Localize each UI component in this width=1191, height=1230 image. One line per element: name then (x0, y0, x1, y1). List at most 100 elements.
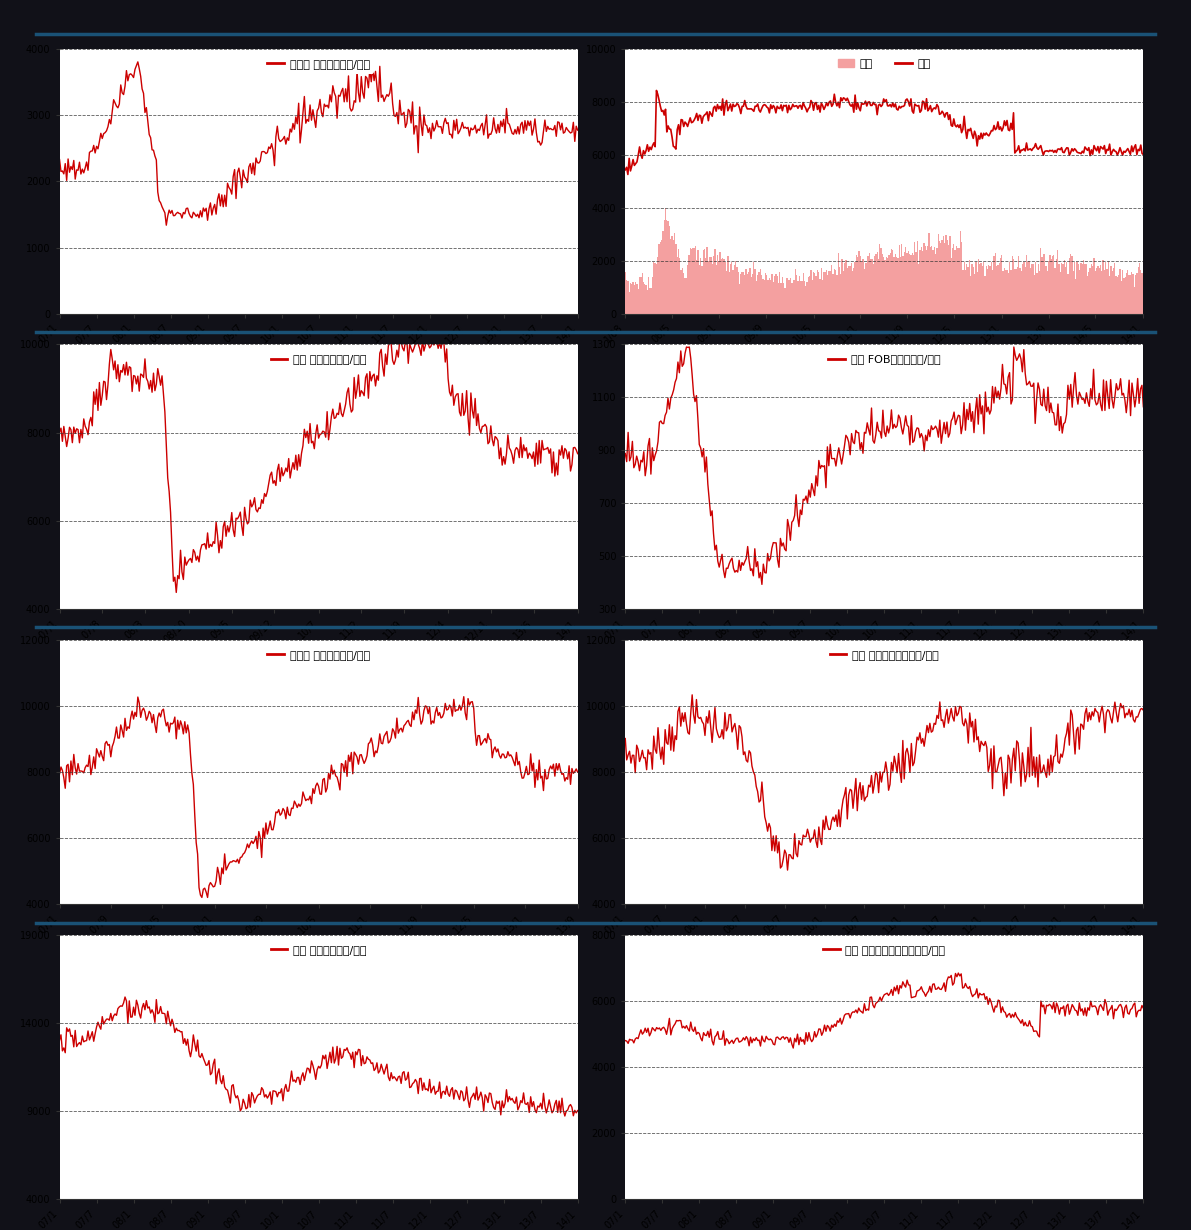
Bar (993, 256, 994, 314)
Bar (958, 248, 959, 314)
Bar (716, 264, 717, 314)
Legend: 二甲苯 华东地区（元/吨）: 二甲苯 华东地区（元/吨） (263, 646, 374, 664)
Bar (725, 271, 728, 314)
Bar (1036, 273, 1037, 314)
Bar (724, 262, 725, 314)
Bar (719, 252, 721, 314)
Bar (1023, 262, 1024, 314)
Bar (653, 262, 655, 314)
Bar (678, 248, 679, 314)
Bar (972, 264, 973, 314)
Bar (1104, 269, 1105, 314)
Bar (822, 279, 823, 314)
Bar (965, 271, 966, 314)
Bar (642, 273, 643, 314)
Bar (794, 269, 796, 314)
Bar (665, 208, 666, 314)
Bar (968, 260, 969, 314)
Bar (952, 248, 953, 314)
Bar (756, 280, 757, 314)
Bar (635, 282, 636, 314)
Bar (984, 277, 986, 314)
Bar (1105, 262, 1106, 314)
Bar (856, 256, 858, 314)
Bar (1089, 272, 1090, 314)
Bar (959, 248, 960, 314)
Bar (710, 257, 711, 314)
Bar (636, 284, 637, 314)
Bar (736, 267, 737, 314)
Bar (788, 279, 790, 314)
Bar (1073, 272, 1074, 314)
Bar (853, 268, 854, 314)
Bar (630, 283, 631, 314)
Bar (854, 262, 856, 314)
Bar (634, 285, 635, 314)
Bar (930, 247, 931, 314)
Bar (646, 285, 647, 314)
Bar (852, 271, 853, 314)
Bar (1114, 263, 1116, 314)
Bar (929, 234, 930, 314)
Bar (842, 258, 843, 314)
Bar (1012, 260, 1015, 314)
Bar (1052, 256, 1053, 314)
Bar (1065, 267, 1066, 314)
Bar (833, 274, 834, 314)
Bar (979, 264, 980, 314)
Bar (1009, 262, 1010, 314)
Bar (939, 241, 940, 314)
Bar (1055, 260, 1058, 314)
Bar (866, 263, 867, 314)
Bar (666, 220, 667, 314)
Bar (802, 280, 803, 314)
Bar (1008, 273, 1009, 314)
Bar (1077, 262, 1078, 314)
Bar (1000, 258, 1002, 314)
Bar (743, 272, 744, 314)
Bar (1025, 255, 1027, 314)
Bar (1054, 268, 1055, 314)
Bar (936, 248, 937, 314)
Bar (767, 280, 768, 314)
Bar (1045, 255, 1046, 314)
Bar (1134, 287, 1135, 314)
Bar (934, 247, 935, 314)
Bar (806, 282, 807, 314)
Bar (1110, 266, 1111, 314)
Bar (977, 272, 978, 314)
Bar (894, 253, 896, 314)
Bar (746, 268, 747, 314)
Bar (1002, 255, 1003, 314)
Bar (879, 244, 880, 314)
Bar (997, 266, 998, 314)
Bar (1074, 262, 1075, 314)
Bar (875, 253, 877, 314)
Bar (1128, 276, 1130, 314)
Bar (729, 272, 730, 314)
Bar (1064, 260, 1065, 314)
Bar (891, 250, 892, 314)
Bar (924, 246, 925, 314)
Bar (954, 250, 955, 314)
Bar (675, 245, 676, 314)
Bar (883, 257, 884, 314)
Bar (644, 284, 646, 314)
Bar (650, 288, 651, 314)
Bar (933, 250, 934, 314)
Bar (902, 244, 903, 314)
Bar (1122, 271, 1123, 314)
Bar (687, 266, 688, 314)
Bar (974, 274, 975, 314)
Bar (698, 250, 699, 314)
Bar (690, 248, 691, 314)
Bar (860, 256, 861, 314)
Bar (731, 262, 732, 314)
Bar (778, 283, 779, 314)
Bar (717, 256, 718, 314)
Bar (989, 264, 990, 314)
Bar (805, 287, 806, 314)
Bar (944, 242, 946, 314)
Bar (1041, 257, 1043, 314)
Bar (680, 271, 681, 314)
